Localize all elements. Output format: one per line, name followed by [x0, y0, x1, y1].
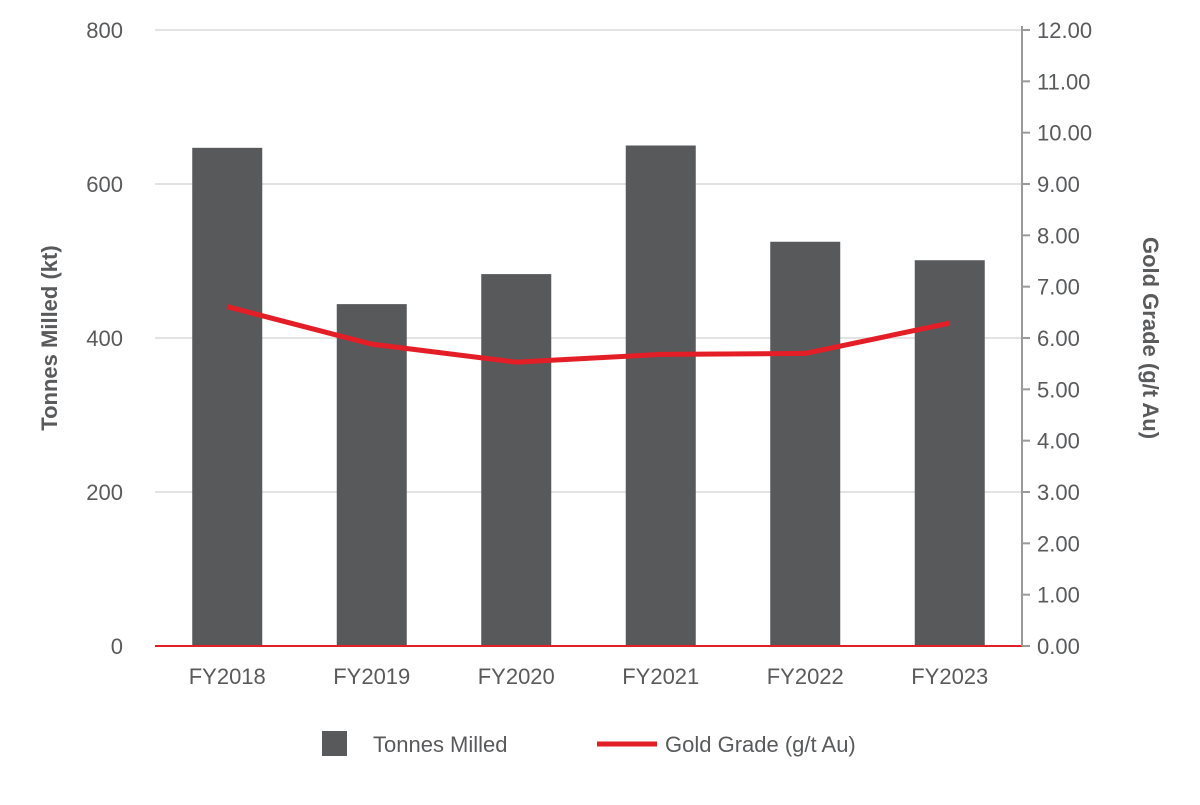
right-tick-label: 7.00	[1037, 275, 1080, 300]
legend-swatch-tonnes	[322, 731, 347, 756]
left-tick-label: 200	[86, 480, 123, 505]
left-tick-label: 800	[86, 18, 123, 43]
bar-fy2018	[192, 148, 262, 646]
right-tick-label: 3.00	[1037, 480, 1080, 505]
left-tick-label: 0	[111, 634, 123, 659]
gold-grade-line	[227, 307, 950, 362]
right-tick-label: 8.00	[1037, 223, 1080, 248]
right-tick-label: 9.00	[1037, 172, 1080, 197]
bars	[192, 146, 985, 647]
x-tick-label: FY2022	[767, 664, 844, 689]
x-tick-label: FY2019	[333, 664, 410, 689]
grade-line	[227, 307, 950, 363]
right-axis-title: Gold Grade (g/t Au)	[1138, 237, 1163, 439]
right-tick-label: 5.00	[1037, 377, 1080, 402]
x-tick-label: FY2020	[478, 664, 555, 689]
left-tick-labels: 0 200 400 600 800	[86, 18, 123, 659]
right-tick-label: 0.00	[1037, 634, 1080, 659]
right-tick-label: 11.00	[1037, 69, 1090, 94]
bar-fy2023	[915, 260, 985, 646]
bar-fy2021	[626, 146, 696, 647]
x-tick-label: FY2021	[622, 664, 699, 689]
bar-fy2020	[481, 274, 551, 646]
right-axis	[1022, 26, 1030, 646]
right-tick-label: 10.00	[1037, 121, 1092, 146]
legend-label-tonnes: Tonnes Milled	[373, 732, 508, 757]
x-tick-label: FY2018	[189, 664, 266, 689]
left-tick-label: 400	[86, 326, 123, 351]
legend-label-grade: Gold Grade (g/t Au)	[665, 732, 856, 757]
legend: Tonnes Milled Gold Grade (g/t Au)	[322, 731, 856, 757]
x-tick-labels: FY2018 FY2019 FY2020 FY2021 FY2022 FY2023	[189, 664, 989, 689]
left-tick-label: 600	[86, 172, 123, 197]
left-axis-title: Tonnes Milled (kt)	[37, 245, 62, 430]
right-tick-label: 6.00	[1037, 326, 1080, 351]
right-tick-label: 1.00	[1037, 583, 1080, 608]
x-tick-label: FY2023	[911, 664, 988, 689]
bar-fy2022	[770, 242, 840, 646]
right-tick-label: 12.00	[1037, 18, 1092, 43]
right-tick-label: 4.00	[1037, 429, 1080, 454]
gridlines	[155, 30, 1022, 492]
right-tick-labels: 0.00 1.00 2.00 3.00 4.00 5.00 6.00 7.00 8.00 9.00…	[1037, 18, 1092, 659]
bar-fy2019	[337, 304, 407, 646]
right-tick-label: 2.00	[1037, 531, 1080, 556]
